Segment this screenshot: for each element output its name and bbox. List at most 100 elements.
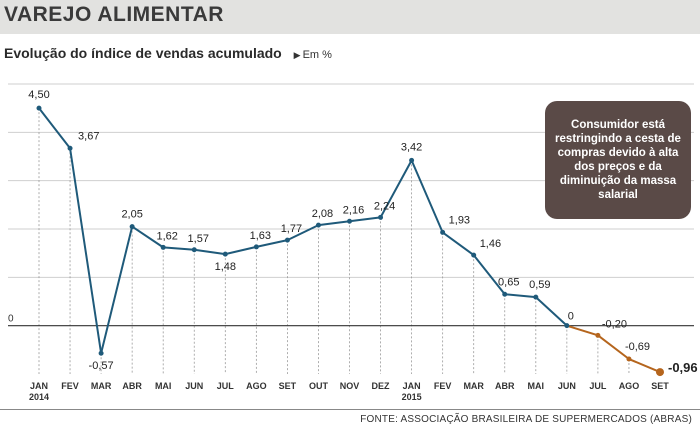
x-tick-label: JUN: [185, 381, 203, 391]
line-segment: [69, 147, 103, 355]
data-point: [98, 350, 104, 356]
data-label: 0,65: [498, 276, 519, 288]
data-label: 1,77: [281, 223, 302, 235]
line-segment: [317, 220, 351, 227]
data-label: 1,57: [188, 233, 209, 245]
line-segment: [410, 159, 444, 234]
annotation-note: Consumidor está restringindo a cesta de …: [545, 101, 691, 219]
x-tick-label: DEZ: [372, 381, 391, 391]
line-segment: [596, 334, 630, 361]
x-tick-label-line: 2015: [402, 392, 422, 402]
x-tick-label: MAI: [528, 381, 545, 391]
unit-label: ▶ Em %: [294, 49, 332, 61]
data-point: [471, 252, 477, 258]
data-point: [222, 251, 228, 257]
data-points: [36, 105, 664, 377]
x-tick-label-line: MAI: [528, 381, 545, 391]
x-tick-label-line: MAR: [463, 381, 484, 391]
line-segment: [193, 248, 227, 256]
line-segment: [565, 324, 599, 337]
line-segment: [472, 254, 506, 296]
data-label: 4,50: [28, 89, 49, 101]
data-point: [67, 145, 73, 151]
x-tick-label: NOV: [340, 381, 360, 391]
x-tick-label-line: SET: [279, 381, 297, 391]
x-tick-label-line: FEV: [434, 381, 452, 391]
x-tick-label-line: 2014: [29, 392, 49, 402]
data-label: 0,59: [529, 279, 550, 291]
data-label: 3,67: [78, 130, 99, 142]
data-label: -0,96: [668, 360, 698, 375]
data-point: [502, 291, 508, 297]
x-tick-label: AGO: [246, 381, 267, 391]
x-tick-label: ABR: [495, 381, 515, 391]
triangle-right-icon: ▶: [293, 50, 301, 60]
line-segment: [627, 358, 661, 374]
line-segment: [379, 159, 413, 219]
data-label: 1,63: [250, 230, 271, 242]
x-tick-label: SET: [279, 381, 297, 391]
x-tick-label-line: NOV: [340, 381, 360, 391]
x-tick-label-line: JUN: [558, 381, 576, 391]
x-tick-label: FEV: [434, 381, 452, 391]
line-segment: [441, 231, 475, 257]
line-segment: [503, 293, 537, 299]
header-bar: [0, 0, 700, 34]
subtitle-row: Evolução do índice de vendas acumulado ▶…: [4, 45, 332, 61]
x-tick-label: JUL: [589, 381, 607, 391]
data-point: [253, 244, 259, 250]
data-label: -0,20: [602, 318, 627, 330]
zero-axis-label: 0: [8, 314, 14, 325]
data-label: 2,16: [343, 204, 364, 216]
source-credit: FONTE: ASSOCIAÇÃO BRASILEIRA DE SUPERMER…: [360, 414, 692, 425]
data-point: [160, 244, 166, 250]
x-tick-label-line: MAI: [155, 381, 172, 391]
unit-text: Em %: [302, 49, 332, 61]
x-tick-label: JUN: [558, 381, 576, 391]
data-label: 2,08: [312, 208, 333, 220]
data-point: [409, 157, 415, 163]
line-segment: [38, 107, 72, 150]
data-point: [378, 214, 384, 220]
x-tick-label-line: JUL: [589, 381, 607, 391]
x-tick-label: JAN 2014: [29, 381, 49, 402]
x-tick-label: JAN 2015: [402, 381, 422, 402]
x-tick-label-line: AGO: [246, 381, 267, 391]
data-label: 3,42: [401, 141, 422, 153]
data-point: [656, 368, 664, 377]
data-point: [284, 237, 290, 243]
zero-axis: 0: [8, 314, 694, 327]
x-tick-label-line: JUL: [217, 381, 235, 391]
x-tick-label: MAR: [91, 381, 112, 391]
data-point: [191, 247, 197, 253]
data-label: -0,69: [625, 341, 650, 353]
data-point: [440, 229, 446, 235]
line-segment: [100, 225, 134, 355]
data-point: [129, 224, 135, 230]
x-tick-label: JUL: [217, 381, 235, 391]
chart-subtitle: Evolução do índice de vendas acumulado: [4, 45, 282, 61]
data-label: -0,57: [89, 360, 114, 372]
x-tick-label: SET: [651, 381, 669, 391]
data-point: [347, 218, 352, 224]
data-label: 1,62: [156, 230, 177, 242]
data-label: 1,46: [480, 238, 501, 250]
x-tick-label-line: SET: [651, 381, 669, 391]
x-tick-label-line: DEZ: [372, 381, 391, 391]
x-tick-label: MAI: [155, 381, 172, 391]
bottom-divider: [0, 409, 700, 410]
data-point: [595, 332, 601, 338]
x-tick-label: AGO: [619, 381, 640, 391]
data-label: 1,48: [215, 261, 236, 273]
x-tick-label-line: MAR: [91, 381, 112, 391]
line-segment: [131, 225, 165, 249]
chart-title: VAREJO ALIMENTAR: [4, 3, 224, 26]
data-label: 2,05: [121, 209, 142, 221]
series-line: [38, 107, 661, 374]
line-segment: [348, 216, 382, 223]
data-labels: 4,50 3,67 -0,57 2,05 1,62 1,57 1,48 1,63 1,77 2,0…: [28, 89, 697, 375]
x-tick-label: ABR: [122, 381, 142, 391]
x-tick-label-line: JAN: [30, 381, 48, 391]
x-tick-label: MAR: [463, 381, 484, 391]
line-segment: [286, 224, 320, 242]
